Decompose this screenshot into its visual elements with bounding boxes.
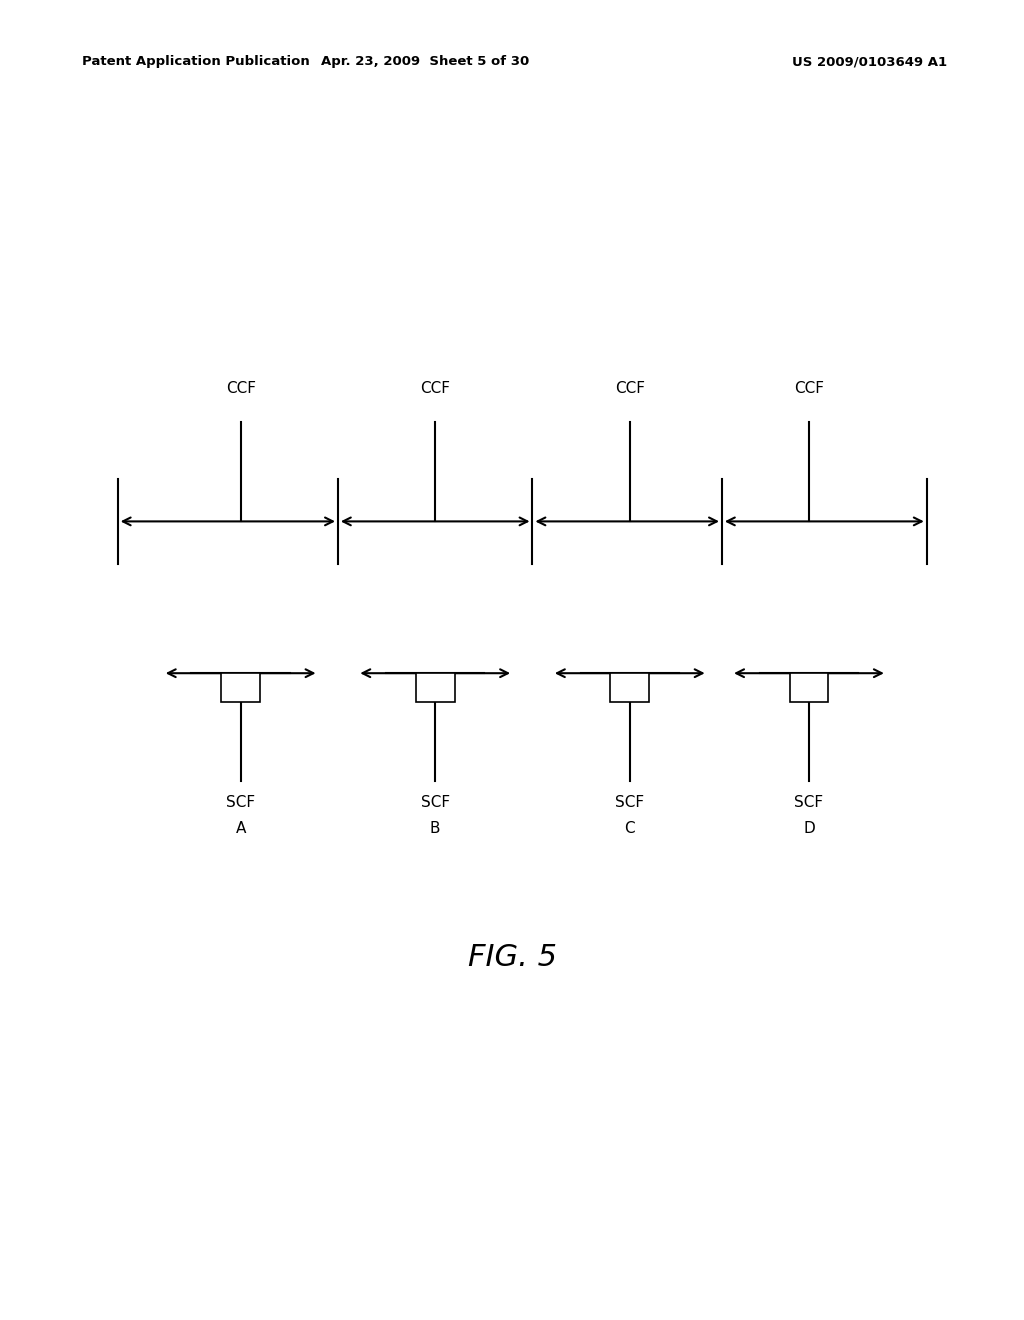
Bar [221,673,260,702]
Text: CCF: CCF [794,381,824,396]
Text: D: D [803,821,815,836]
Text: SCF: SCF [421,795,450,809]
Text: CCF: CCF [225,381,256,396]
Text: CCF: CCF [614,381,645,396]
Bar [610,673,649,702]
Text: US 2009/0103649 A1: US 2009/0103649 A1 [793,55,947,69]
Text: SCF: SCF [615,795,644,809]
Bar [416,673,455,702]
Text: CCF: CCF [420,381,451,396]
Text: A: A [236,821,246,836]
Text: B: B [430,821,440,836]
Text: C: C [625,821,635,836]
Bar [790,673,828,702]
Text: Patent Application Publication: Patent Application Publication [82,55,309,69]
Text: SCF: SCF [226,795,255,809]
Text: FIG. 5: FIG. 5 [468,942,556,972]
Text: SCF: SCF [795,795,823,809]
Text: Apr. 23, 2009  Sheet 5 of 30: Apr. 23, 2009 Sheet 5 of 30 [321,55,529,69]
